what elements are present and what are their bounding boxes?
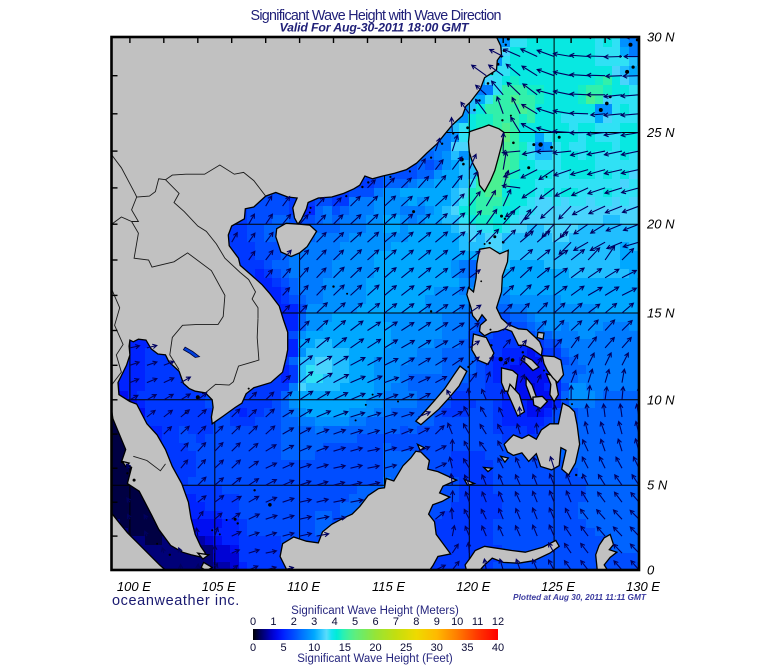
svg-text:0: 0: [250, 642, 256, 654]
svg-text:Significant Wave Height (Feet): Significant Wave Height (Feet): [297, 653, 453, 665]
svg-text:20 N: 20 N: [646, 217, 675, 232]
svg-text:12: 12: [492, 616, 504, 628]
svg-text:2: 2: [291, 616, 297, 628]
svg-text:15 N: 15 N: [647, 306, 675, 321]
svg-text:20: 20: [369, 642, 381, 654]
svg-text:5 N: 5 N: [647, 478, 668, 493]
svg-text:0: 0: [647, 563, 655, 578]
svg-text:30 N: 30 N: [647, 30, 675, 45]
svg-text:oceanweather inc.: oceanweather inc.: [112, 593, 240, 609]
svg-text:10: 10: [451, 616, 463, 628]
svg-text:9: 9: [434, 616, 440, 628]
svg-text:Plotted at Aug 30, 2011 11:11: Plotted at Aug 30, 2011 11:11 GMT: [513, 592, 647, 602]
svg-text:40: 40: [492, 642, 504, 654]
svg-text:120 E: 120 E: [456, 579, 490, 594]
svg-text:115 E: 115 E: [372, 579, 405, 594]
svg-text:8: 8: [413, 616, 419, 628]
svg-text:6: 6: [372, 616, 378, 628]
svg-text:10 N: 10 N: [647, 392, 675, 407]
svg-text:5: 5: [281, 642, 287, 654]
svg-text:130 E: 130 E: [626, 579, 660, 594]
svg-text:10: 10: [308, 642, 320, 654]
svg-text:5: 5: [352, 616, 358, 628]
svg-text:25 N: 25 N: [646, 125, 675, 140]
svg-text:Valid For Aug-30-2011 18:00 GM: Valid For Aug-30-2011 18:00 GMT: [280, 21, 470, 35]
svg-text:35: 35: [461, 642, 473, 654]
svg-text:Significant Wave Height (Meter: Significant Wave Height (Meters): [291, 605, 459, 617]
svg-text:11: 11: [472, 616, 483, 628]
svg-text:105 E: 105 E: [202, 579, 236, 594]
svg-text:100 E: 100 E: [117, 579, 151, 594]
svg-text:110 E: 110 E: [287, 579, 320, 594]
svg-text:7: 7: [393, 616, 399, 628]
svg-text:25: 25: [400, 642, 412, 654]
svg-text:0: 0: [250, 616, 256, 628]
svg-text:30: 30: [431, 642, 443, 654]
svg-text:1: 1: [270, 616, 276, 628]
svg-text:3: 3: [311, 616, 317, 628]
svg-text:15: 15: [339, 642, 351, 654]
svg-text:Significant Wave Height with W: Significant Wave Height with Wave Direct…: [251, 8, 502, 24]
svg-text:125 E: 125 E: [541, 579, 575, 594]
svg-text:4: 4: [332, 616, 338, 628]
